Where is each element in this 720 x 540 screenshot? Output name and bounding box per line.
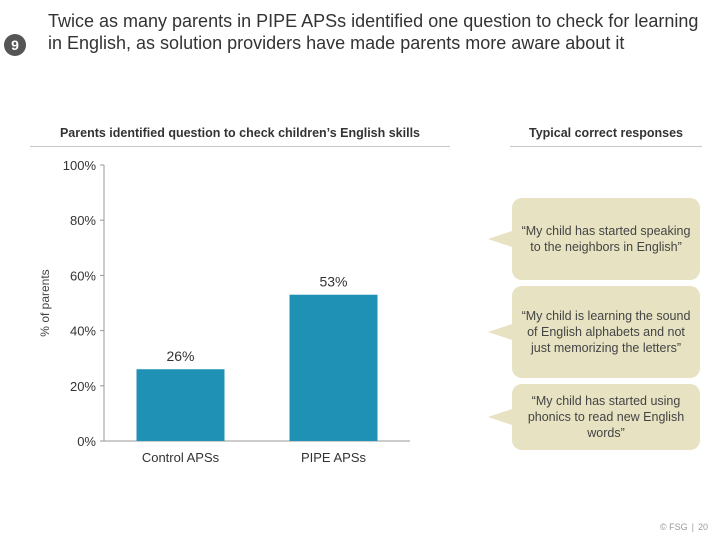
- x-category-label: PIPE APSs: [301, 450, 367, 465]
- response-callout-text: “My child is learning the sound of Engli…: [521, 309, 691, 355]
- footer-separator: |: [691, 522, 694, 532]
- bar-1: [136, 369, 225, 441]
- x-category-label: Control APSs: [142, 450, 220, 465]
- responses-section-header: Typical correct responses: [510, 126, 702, 147]
- response-callout-2: “My child is learning the sound of Engli…: [488, 286, 700, 378]
- response-callout-1: “My child has started speaking to the ne…: [488, 198, 700, 280]
- bar-data-label: 26%: [166, 348, 194, 364]
- chart-section-header: Parents identified question to check chi…: [30, 126, 450, 147]
- footer: © FSG | 20: [660, 522, 708, 532]
- y-axis-label: % of parents: [38, 269, 52, 336]
- bar-data-label: 53%: [319, 274, 347, 290]
- y-tick-label: 40%: [70, 324, 96, 339]
- bar-2: [289, 294, 378, 441]
- slide-title: Twice as many parents in PIPE APSs ident…: [48, 11, 699, 53]
- footer-page-number: 20: [697, 522, 708, 532]
- y-tick-label: 20%: [70, 379, 96, 394]
- y-tick-label: 80%: [70, 213, 96, 228]
- y-tick-label: 60%: [70, 268, 96, 283]
- y-tick-label: 0%: [77, 434, 96, 449]
- footer-brand: © FSG: [660, 522, 688, 532]
- response-callout-text: “My child has started using phonics to r…: [527, 394, 685, 440]
- response-callout-text: “My child has started speaking to the ne…: [521, 224, 691, 254]
- y-tick-label: 100%: [63, 158, 97, 173]
- response-callout-3: “My child has started using phonics to r…: [488, 384, 700, 450]
- slide-number-badge: 9: [4, 34, 26, 56]
